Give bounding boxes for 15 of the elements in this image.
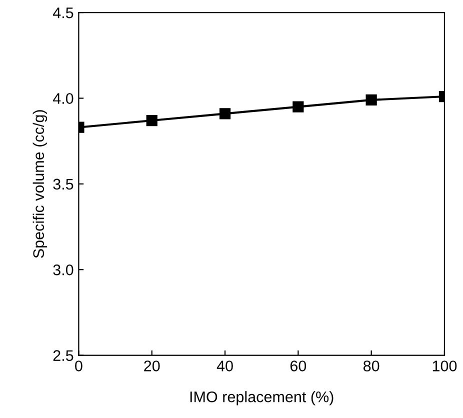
y-tick-label: 3.0	[53, 264, 74, 276]
x-axis-title: IMO replacement (%)	[190, 391, 334, 406]
x-tick-label: 40	[216, 360, 233, 372]
y-tick-label: 3.5	[53, 178, 74, 190]
x-tick-label: 80	[363, 360, 380, 372]
x-tick-label: 20	[144, 360, 160, 372]
y-tick-label: 4.5	[52, 8, 74, 18]
y-tick-label: 4.0	[52, 93, 74, 104]
x-tick-label: 60	[290, 360, 306, 372]
point	[219, 108, 231, 120]
y-axis-title: Specific volume (cc/g)	[32, 110, 48, 258]
x-tick-label: 100	[432, 360, 457, 372]
point	[292, 101, 304, 112]
y-tick-label: 2.5	[53, 350, 74, 361]
x-tick-label: 0	[75, 360, 82, 372]
